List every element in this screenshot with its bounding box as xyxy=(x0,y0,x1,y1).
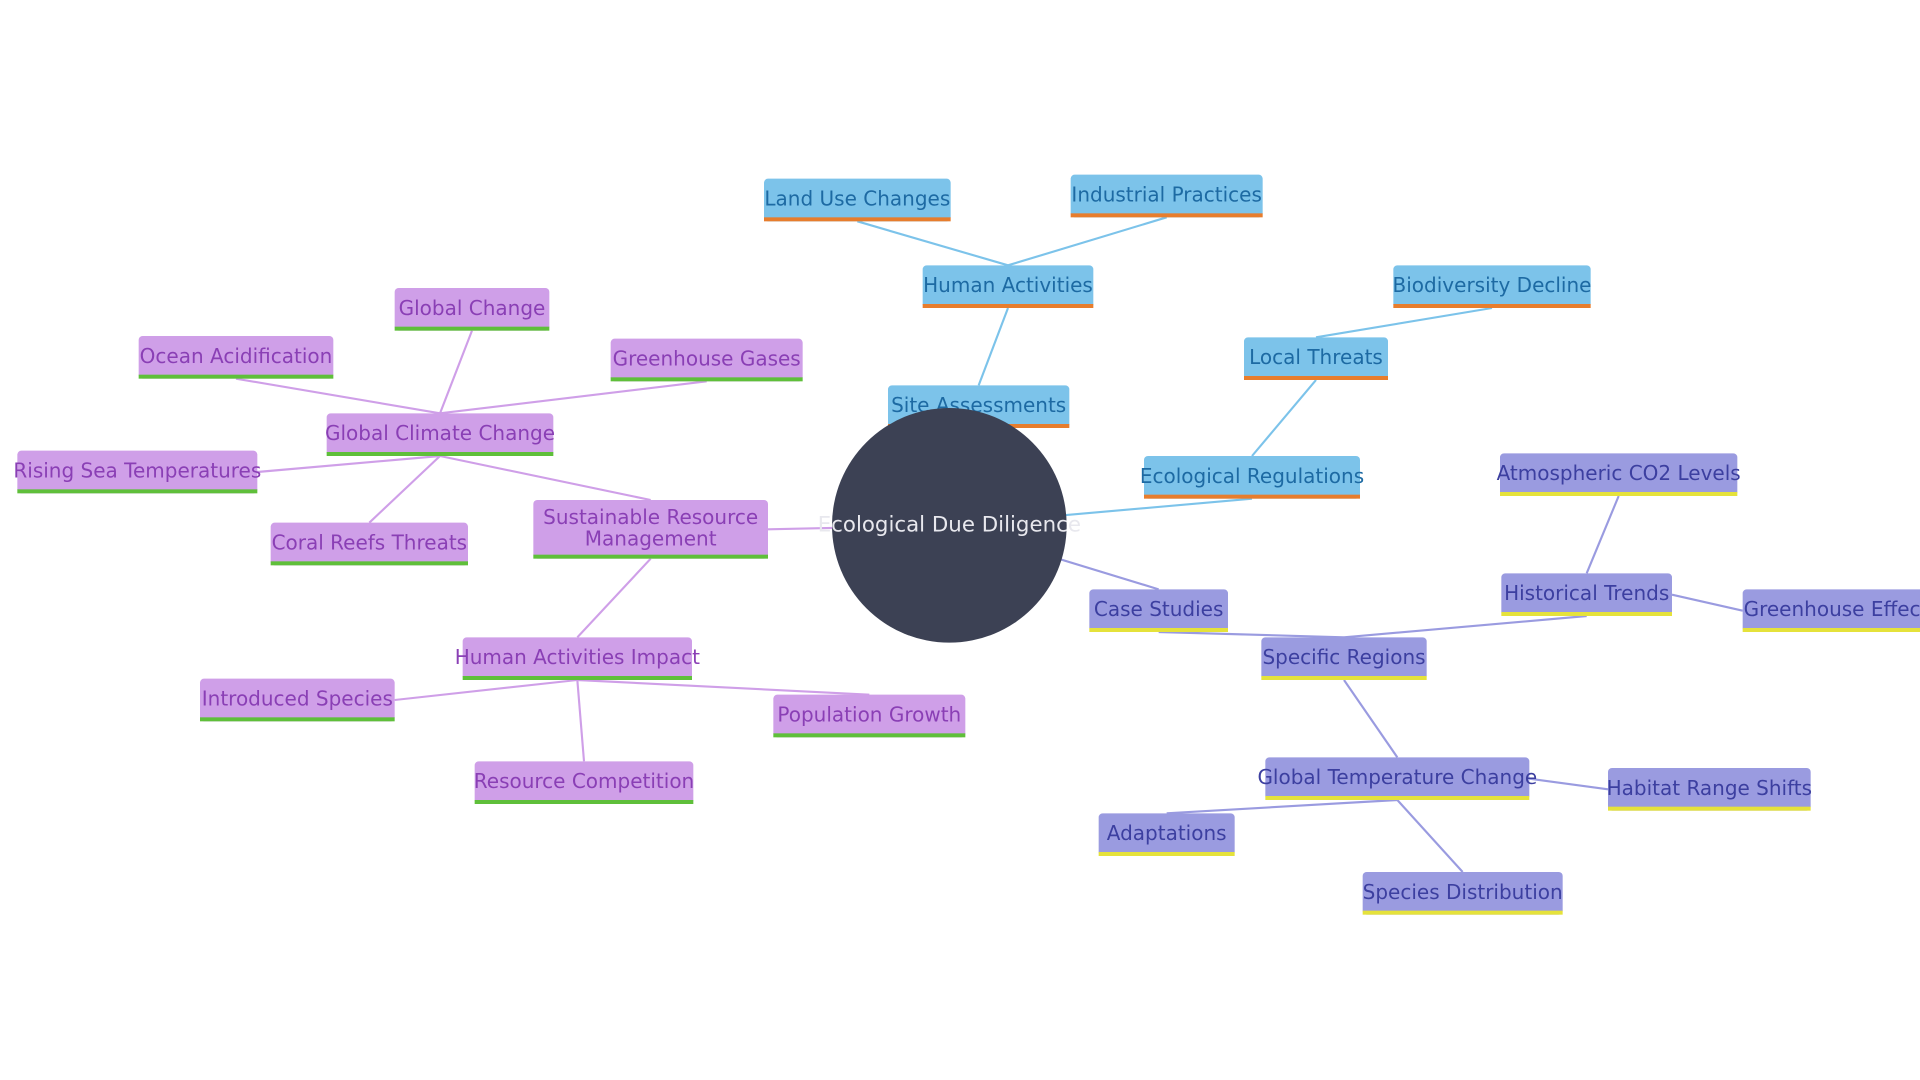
node-label: Atmospheric CO2 Levels xyxy=(1497,461,1741,485)
edge xyxy=(1167,800,1398,813)
node-habitatRangeShifts[interactable]: Habitat Range Shifts xyxy=(1607,768,1812,811)
edge xyxy=(1344,680,1397,757)
node-introducedSpecies[interactable]: Introduced Species xyxy=(200,679,395,722)
node-label: Ocean Acidification xyxy=(140,344,333,368)
edge xyxy=(257,456,440,472)
node-industrialPractices[interactable]: Industrial Practices xyxy=(1071,175,1263,218)
node-humanImpact[interactable]: Human Activities Impact xyxy=(455,637,700,680)
edge xyxy=(1672,595,1743,611)
node-label: Management xyxy=(585,527,717,551)
edge xyxy=(440,331,472,414)
node-label: Historical Trends xyxy=(1504,581,1669,605)
node-greenhouseGases[interactable]: Greenhouse Gases xyxy=(611,339,803,382)
node-label: Introduced Species xyxy=(202,687,393,711)
edge xyxy=(1008,217,1167,265)
node-label: Species Distribution xyxy=(1363,880,1563,904)
node-biodiversityDecline[interactable]: Biodiversity Decline xyxy=(1393,265,1592,308)
edge xyxy=(395,680,578,700)
edge xyxy=(857,221,1008,265)
node-populationGrowth[interactable]: Population Growth xyxy=(773,695,965,738)
edge xyxy=(577,559,650,638)
node-globalChange[interactable]: Global Change xyxy=(395,288,550,331)
node-specificRegions[interactable]: Specific Regions xyxy=(1261,637,1426,680)
node-label: Adaptations xyxy=(1107,821,1227,845)
node-adaptations[interactable]: Adaptations xyxy=(1099,813,1235,856)
edge xyxy=(577,680,584,761)
node-label: Greenhouse Effect xyxy=(1744,597,1920,621)
node-oceanAcid[interactable]: Ocean Acidification xyxy=(139,336,334,379)
node-gcc[interactable]: Global Climate Change xyxy=(325,413,555,456)
center-layer: Ecological Due Diligence xyxy=(818,408,1081,643)
node-label: Greenhouse Gases xyxy=(613,347,801,371)
edge xyxy=(369,456,440,523)
edge xyxy=(1587,496,1619,573)
node-historicalTrends[interactable]: Historical Trends xyxy=(1501,573,1672,616)
edge xyxy=(1397,800,1462,872)
node-srm[interactable]: Sustainable ResourceManagement xyxy=(533,500,768,559)
node-coralReefs[interactable]: Coral Reefs Threats xyxy=(271,523,468,566)
node-atmCo2[interactable]: Atmospheric CO2 Levels xyxy=(1497,453,1741,496)
edge xyxy=(440,456,651,500)
node-resourceCompetition[interactable]: Resource Competition xyxy=(474,761,694,804)
node-greenhouseEffect[interactable]: Greenhouse Effect xyxy=(1743,589,1920,632)
node-label: Resource Competition xyxy=(474,769,694,793)
node-label: Specific Regions xyxy=(1262,645,1425,669)
node-label: Biodiversity Decline xyxy=(1393,273,1592,297)
node-label: Global Temperature Change xyxy=(1257,765,1537,789)
edge xyxy=(979,308,1008,385)
node-label: Ecological Regulations xyxy=(1140,464,1364,488)
edge xyxy=(236,379,440,414)
node-label: Global Climate Change xyxy=(325,421,555,445)
node-label: Case Studies xyxy=(1094,597,1224,621)
node-humanActivities[interactable]: Human Activities xyxy=(923,265,1094,308)
node-landUseChanges[interactable]: Land Use Changes xyxy=(764,179,951,222)
edge xyxy=(1344,616,1587,637)
node-ecologicalRegs[interactable]: Ecological Regulations xyxy=(1140,456,1364,499)
edge xyxy=(1159,632,1344,637)
edge xyxy=(577,680,869,695)
node-label: Industrial Practices xyxy=(1071,183,1261,207)
edge xyxy=(440,381,707,413)
node-globalTempChange[interactable]: Global Temperature Change xyxy=(1257,757,1537,800)
center-label: Ecological Due Diligence xyxy=(818,512,1081,537)
edge xyxy=(1529,779,1608,790)
node-label: Coral Reefs Threats xyxy=(272,531,468,555)
node-label: Land Use Changes xyxy=(764,187,950,211)
node-label: Global Change xyxy=(399,296,546,320)
node-risingSeaTemp[interactable]: Rising Sea Temperatures xyxy=(13,451,261,494)
mindmap-canvas: Site AssessmentsHuman ActivitiesLand Use… xyxy=(0,0,1920,1080)
node-label: Local Threats xyxy=(1249,345,1383,369)
node-label: Human Activities xyxy=(923,273,1093,297)
edge xyxy=(1252,380,1316,456)
node-label: Human Activities Impact xyxy=(455,645,700,669)
node-localThreats[interactable]: Local Threats xyxy=(1244,337,1388,380)
node-label: Population Growth xyxy=(777,703,961,727)
node-label: Rising Sea Temperatures xyxy=(13,459,261,483)
edge xyxy=(1316,308,1492,337)
node-speciesDistribution[interactable]: Species Distribution xyxy=(1363,872,1563,915)
node-caseStudies[interactable]: Case Studies xyxy=(1089,589,1228,632)
node-label: Habitat Range Shifts xyxy=(1607,776,1812,800)
